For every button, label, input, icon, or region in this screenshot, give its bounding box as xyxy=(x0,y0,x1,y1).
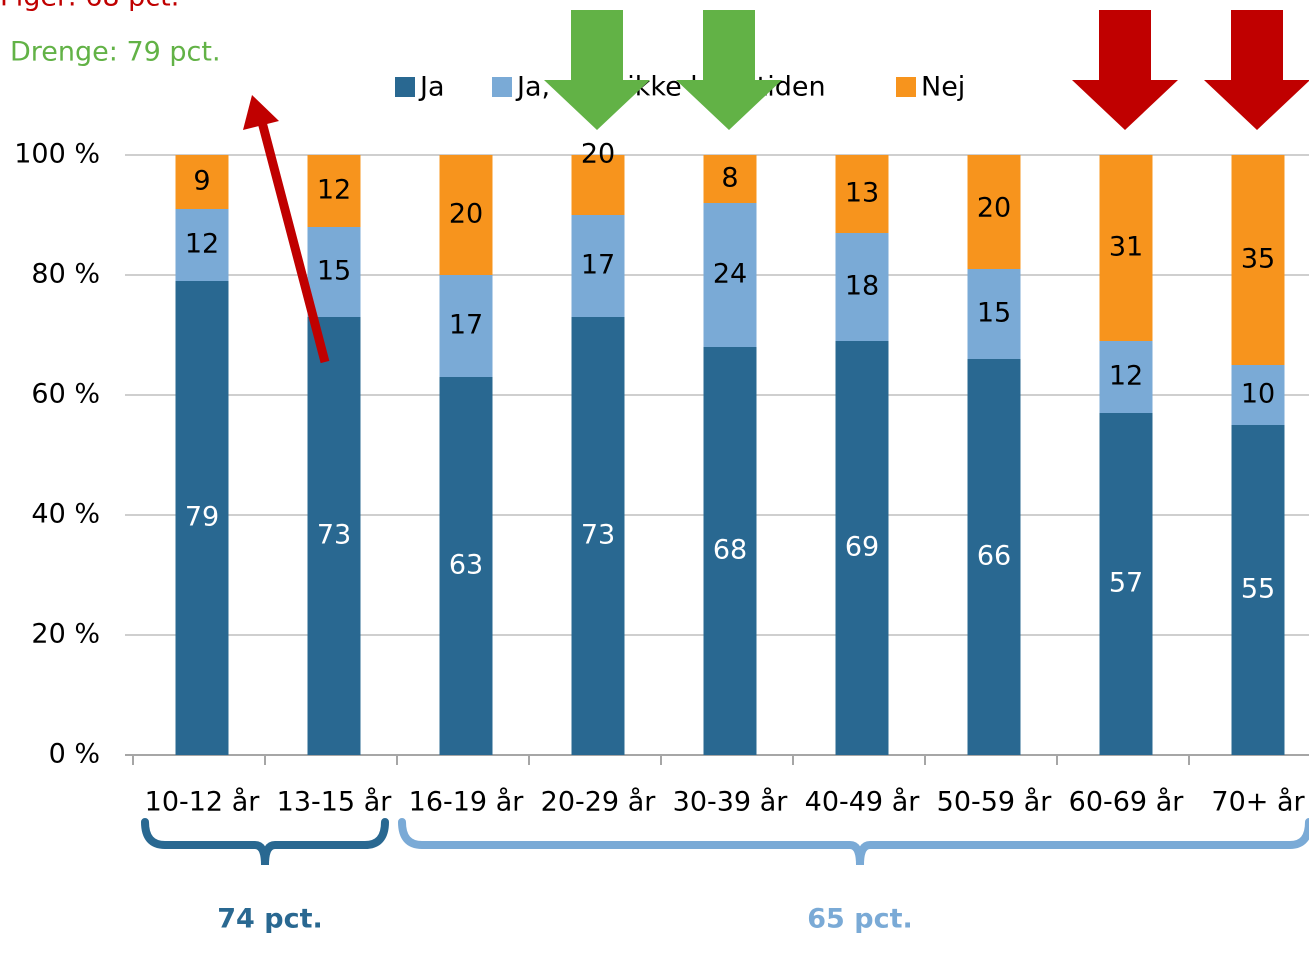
bar-segment xyxy=(967,269,1021,359)
data-label: 20 xyxy=(449,199,483,230)
bar-segment xyxy=(967,359,1021,755)
bar-segment xyxy=(703,347,757,755)
x-tick-label: 40-49 år xyxy=(805,787,921,818)
bar-segment xyxy=(835,155,889,233)
bar-segment xyxy=(307,317,361,755)
red-pointer-head xyxy=(243,95,279,130)
x-tick-label: 16-19 år xyxy=(409,787,525,818)
data-label: 31 xyxy=(1109,232,1143,263)
data-label: 15 xyxy=(977,298,1011,329)
legend-label: Nej xyxy=(921,72,965,103)
legend-label: Ja xyxy=(418,72,445,103)
bar-segment xyxy=(175,155,229,209)
legend-swatch xyxy=(395,77,415,97)
data-label: 15 xyxy=(317,256,351,287)
bar-segment xyxy=(1099,155,1153,341)
data-label: 69 xyxy=(845,532,879,563)
bar-segment xyxy=(967,155,1021,269)
annotation: Piger: 68 pct. xyxy=(0,0,179,13)
legend-swatch xyxy=(492,77,512,97)
data-label: 63 xyxy=(449,550,483,581)
data-label: 10 xyxy=(1241,379,1275,410)
bar-segment xyxy=(307,227,361,317)
data-label: 73 xyxy=(581,520,615,551)
bar-segment xyxy=(571,215,625,317)
y-tick-label: 0 % xyxy=(49,739,100,770)
legend: Ja Ja, men ikke hele tiden Nej xyxy=(395,72,965,103)
data-label: 17 xyxy=(581,250,615,281)
bar-segment xyxy=(571,155,625,215)
labels: 10-12 år 79 12 9 13-15 år 73 15 12 16-19 år 63 17 2… xyxy=(145,139,1306,818)
y-tick-label: 20 % xyxy=(31,619,100,650)
y-tick-label: 40 % xyxy=(31,499,100,530)
green-arrow xyxy=(544,10,650,130)
data-label: 79 xyxy=(185,502,219,533)
data-label: 8 xyxy=(721,163,738,194)
data-label: 13 xyxy=(845,178,879,209)
bar-segment xyxy=(1099,341,1153,413)
bar-segment xyxy=(439,275,493,377)
legend-swatch xyxy=(896,77,916,97)
y-tick-label: 60 % xyxy=(31,379,100,410)
bar-segment xyxy=(835,233,889,341)
y-tick-label: 80 % xyxy=(31,259,100,290)
y-tick-label: 100 % xyxy=(14,139,100,170)
bar-segment xyxy=(307,155,361,227)
x-tick-label: 13-15 år xyxy=(277,787,393,818)
red-arrow xyxy=(1204,10,1309,130)
bar-segment xyxy=(703,203,757,347)
annotation: 74 pct. xyxy=(217,904,322,935)
data-label: 20 xyxy=(581,139,615,170)
bar-segment xyxy=(1231,425,1285,755)
data-label: 12 xyxy=(1109,361,1143,392)
braces xyxy=(141,818,1309,866)
data-label: 35 xyxy=(1241,244,1275,275)
brace xyxy=(398,818,1309,866)
arrows xyxy=(243,10,1309,364)
red-pointer xyxy=(257,120,330,364)
data-label: 66 xyxy=(977,541,1011,572)
data-label: 24 xyxy=(713,259,747,290)
bar-segment xyxy=(175,209,229,281)
annotation: Drenge: 79 pct. xyxy=(10,37,221,68)
bar-segment xyxy=(1231,155,1285,365)
bar-segment xyxy=(1231,365,1285,425)
data-label: 68 xyxy=(713,535,747,566)
x-tick-label: 20-29 år xyxy=(541,787,657,818)
bars xyxy=(175,155,1285,755)
data-label: 18 xyxy=(845,271,879,302)
data-label: 55 xyxy=(1241,574,1275,605)
x-tick-label: 70+ år xyxy=(1211,787,1305,818)
bar-segment xyxy=(439,377,493,755)
x-tick-label: 30-39 år xyxy=(673,787,789,818)
bar-segment xyxy=(571,317,625,755)
x-tick-label: 60-69 år xyxy=(1069,787,1185,818)
data-label: 73 xyxy=(317,520,351,551)
bar-segment xyxy=(175,281,229,755)
bar-segment xyxy=(1099,413,1153,755)
x-tick-label: 10-12 år xyxy=(145,787,261,818)
green-arrow xyxy=(676,10,782,130)
brace xyxy=(141,818,389,866)
bar-segment xyxy=(835,341,889,755)
bar-segment xyxy=(703,155,757,203)
annotation: 65 pct. xyxy=(807,904,912,935)
data-label: 12 xyxy=(317,175,351,206)
data-label: 12 xyxy=(185,229,219,260)
red-arrow xyxy=(1072,10,1178,130)
x-tick-label: 50-59 år xyxy=(937,787,1053,818)
data-label: 20 xyxy=(977,193,1011,224)
data-label: 9 xyxy=(193,166,210,197)
data-label: 17 xyxy=(449,310,483,341)
data-label: 57 xyxy=(1109,568,1143,599)
bar-segment xyxy=(439,155,493,275)
